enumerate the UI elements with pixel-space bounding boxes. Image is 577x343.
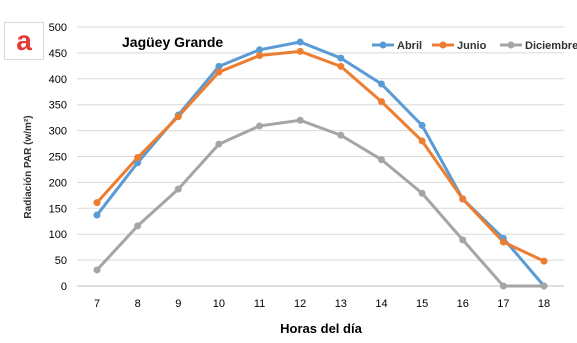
data-point-junio xyxy=(174,113,182,121)
data-point-diciembre xyxy=(377,156,385,164)
y-tick-label: 0 xyxy=(61,281,67,293)
y-axis-label: Radiación PAR (w/m²) xyxy=(23,115,34,218)
data-point-diciembre xyxy=(256,122,264,130)
data-point-abril xyxy=(93,211,101,219)
x-tick-label: 7 xyxy=(94,298,100,310)
data-point-diciembre xyxy=(296,116,304,124)
legend: Abril Junio Diciembre xyxy=(372,40,577,52)
y-tick-label: 200 xyxy=(49,177,67,189)
x-axis-label: Horas del día xyxy=(280,321,362,336)
gridlines xyxy=(77,26,564,287)
y-tick-label: 100 xyxy=(49,229,67,241)
data-point-abril xyxy=(134,159,142,167)
data-point-junio xyxy=(337,62,345,70)
legend-label: Diciembre xyxy=(525,40,577,52)
x-tick-label: 15 xyxy=(416,298,428,310)
legend-marker xyxy=(379,41,387,49)
x-tick-label: 8 xyxy=(135,298,141,310)
x-tick-label: 10 xyxy=(213,298,225,310)
x-tick-label: 14 xyxy=(375,298,387,310)
panel-label: a xyxy=(4,22,44,60)
data-point-abril xyxy=(256,46,264,54)
x-tick-label: 18 xyxy=(538,298,550,310)
y-tick-label: 150 xyxy=(49,203,67,215)
x-tick-label: 9 xyxy=(175,298,181,310)
data-point-junio xyxy=(296,47,304,55)
y-tick-labels: 0 50 100 150 200 250 300 350 400 450 500 xyxy=(49,22,67,293)
x-tick-label: 17 xyxy=(497,298,509,310)
data-point-diciembre xyxy=(540,282,548,290)
data-point-diciembre xyxy=(418,189,426,197)
data-point-diciembre xyxy=(174,185,182,193)
data-point-diciembre xyxy=(93,266,101,274)
x-tick-label: 11 xyxy=(254,298,265,310)
data-point-junio xyxy=(215,68,223,76)
legend-marker xyxy=(507,41,515,49)
chart-title: Jagüey Grande xyxy=(122,34,223,50)
data-point-junio xyxy=(459,195,467,203)
legend-label: Abril xyxy=(397,40,422,52)
series-points xyxy=(93,38,548,290)
data-point-junio xyxy=(93,199,101,207)
x-tick-label: 13 xyxy=(335,298,347,310)
y-tick-label: 300 xyxy=(49,126,67,138)
data-point-junio xyxy=(256,51,264,59)
data-point-diciembre xyxy=(337,131,345,139)
data-point-diciembre xyxy=(459,236,467,244)
series-line-diciembre xyxy=(95,118,544,288)
series-lines xyxy=(95,40,546,288)
data-point-junio xyxy=(418,137,426,145)
y-tick-label: 50 xyxy=(55,255,67,267)
x-tick-label: 12 xyxy=(294,298,306,310)
y-tick-label: 500 xyxy=(49,22,67,34)
series-line-junio xyxy=(95,49,545,263)
data-point-abril xyxy=(337,54,345,62)
legend-label: Junio xyxy=(457,40,487,52)
data-point-junio xyxy=(540,257,548,265)
data-point-junio xyxy=(134,154,142,162)
data-point-abril xyxy=(377,80,385,88)
data-point-diciembre xyxy=(134,222,142,230)
data-point-abril xyxy=(215,62,223,70)
data-point-diciembre xyxy=(215,140,223,148)
y-tick-label: 400 xyxy=(49,74,67,86)
data-point-abril xyxy=(296,38,304,46)
y-tick-label: 250 xyxy=(49,152,67,164)
x-tick-label: 16 xyxy=(457,298,469,310)
y-tick-label: 450 xyxy=(49,48,67,60)
data-point-junio xyxy=(499,238,507,246)
data-point-junio xyxy=(377,98,385,106)
x-tick-labels: 7 8 9 10 11 12 13 14 15 16 17 18 xyxy=(94,298,550,310)
y-tick-label: 350 xyxy=(49,100,67,112)
data-point-diciembre xyxy=(499,282,507,290)
legend-marker xyxy=(439,41,447,49)
data-point-abril xyxy=(418,121,426,129)
